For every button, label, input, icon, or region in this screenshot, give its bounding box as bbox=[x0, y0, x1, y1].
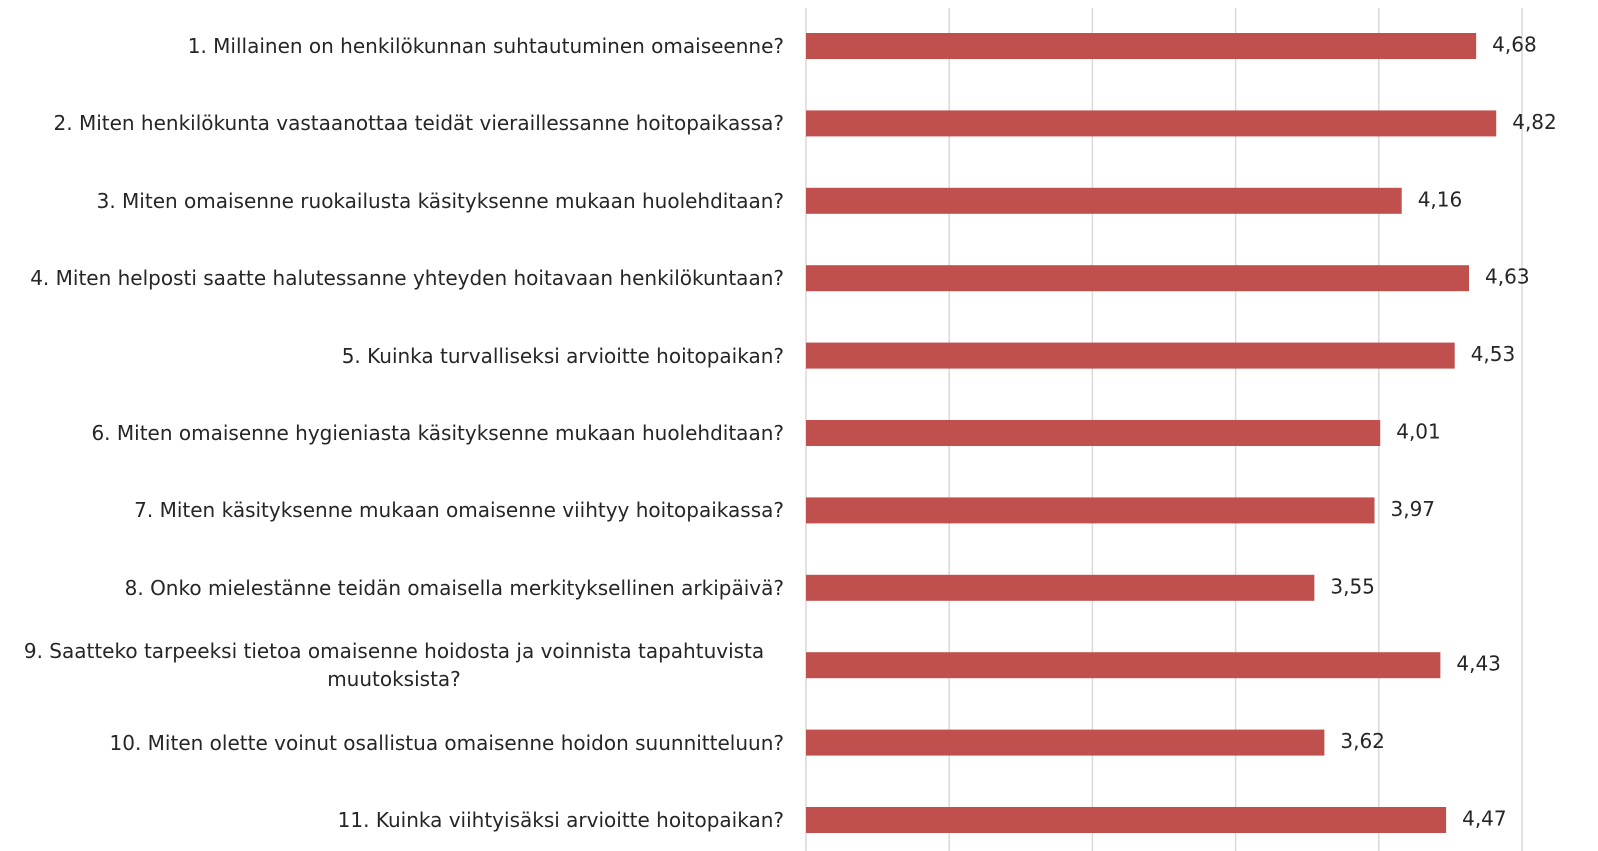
category-label: 3. Miten omaisenne ruokailusta käsitykse… bbox=[96, 188, 784, 213]
bar bbox=[806, 33, 1477, 59]
bar bbox=[806, 807, 1447, 833]
category-label: 2. Miten henkilökunta vastaanottaa teidä… bbox=[53, 111, 785, 136]
value-label: 4,63 bbox=[1485, 265, 1530, 289]
value-label: 4,43 bbox=[1456, 652, 1501, 676]
category-label-box: 3. Miten omaisenne ruokailusta käsitykse… bbox=[97, 187, 784, 215]
bar bbox=[806, 265, 1470, 292]
category-label: 1. Millainen on henkilökunnan suhtautumi… bbox=[187, 34, 784, 58]
category-label: 9. Saatteko tarpeeksi tietoa omaisenne h… bbox=[23, 639, 765, 692]
category-label: 7. Miten käsityksenne mukaan omaisenne v… bbox=[134, 498, 784, 523]
value-label: 3,97 bbox=[1391, 497, 1436, 521]
category-label-box: 1. Millainen on henkilökunnan suhtautumi… bbox=[188, 32, 784, 60]
bar bbox=[806, 574, 1315, 601]
bar bbox=[806, 497, 1375, 524]
value-label: 4,01 bbox=[1396, 420, 1441, 444]
category-label: 8. Onko mielestänne teidän omaisella mer… bbox=[124, 575, 784, 600]
category-label-box: 5. Kuinka turvalliseksi arvioitte hoitop… bbox=[342, 342, 784, 370]
value-label: 4,16 bbox=[1418, 187, 1463, 211]
value-label: 3,55 bbox=[1330, 574, 1375, 598]
category-label: 10. Miten olette voinut osallistua omais… bbox=[109, 730, 784, 755]
bar bbox=[806, 342, 1455, 369]
category-label: 6. Miten omaisenne hygieniasta käsitykse… bbox=[91, 421, 784, 445]
bar bbox=[806, 652, 1441, 679]
category-label-box: 11. Kuinka viihtyisäksi arvioitte hoitop… bbox=[338, 806, 784, 834]
value-label: 4,68 bbox=[1492, 33, 1537, 57]
category-label-box: 2. Miten henkilökunta vastaanottaa teidä… bbox=[54, 109, 785, 137]
value-label: 4,47 bbox=[1462, 807, 1507, 831]
category-label-box: 9. Saatteko tarpeeksi tietoa omaisenne h… bbox=[4, 637, 784, 693]
category-label-box: 8. Onko mielestänne teidän omaisella mer… bbox=[125, 574, 784, 602]
bar bbox=[806, 110, 1497, 137]
bar bbox=[806, 729, 1325, 756]
value-label: 3,62 bbox=[1340, 729, 1385, 753]
category-label: 5. Kuinka turvalliseksi arvioitte hoitop… bbox=[341, 343, 784, 368]
category-label: 11. Kuinka viihtyisäksi arvioitte hoitop… bbox=[337, 808, 784, 832]
category-label-box: 6. Miten omaisenne hygieniasta käsitykse… bbox=[91, 419, 784, 447]
category-label: 4. Miten helposti saatte halutessanne yh… bbox=[30, 266, 784, 291]
bar bbox=[806, 187, 1402, 214]
value-label: 4,53 bbox=[1471, 342, 1516, 366]
category-label-box: 7. Miten käsityksenne mukaan omaisenne v… bbox=[134, 496, 784, 524]
category-label-box: 10. Miten olette voinut osallistua omais… bbox=[110, 729, 784, 757]
value-label: 4,82 bbox=[1512, 110, 1557, 134]
bar bbox=[806, 420, 1381, 446]
category-label-box: 4. Miten helposti saatte halutessanne yh… bbox=[30, 264, 784, 292]
